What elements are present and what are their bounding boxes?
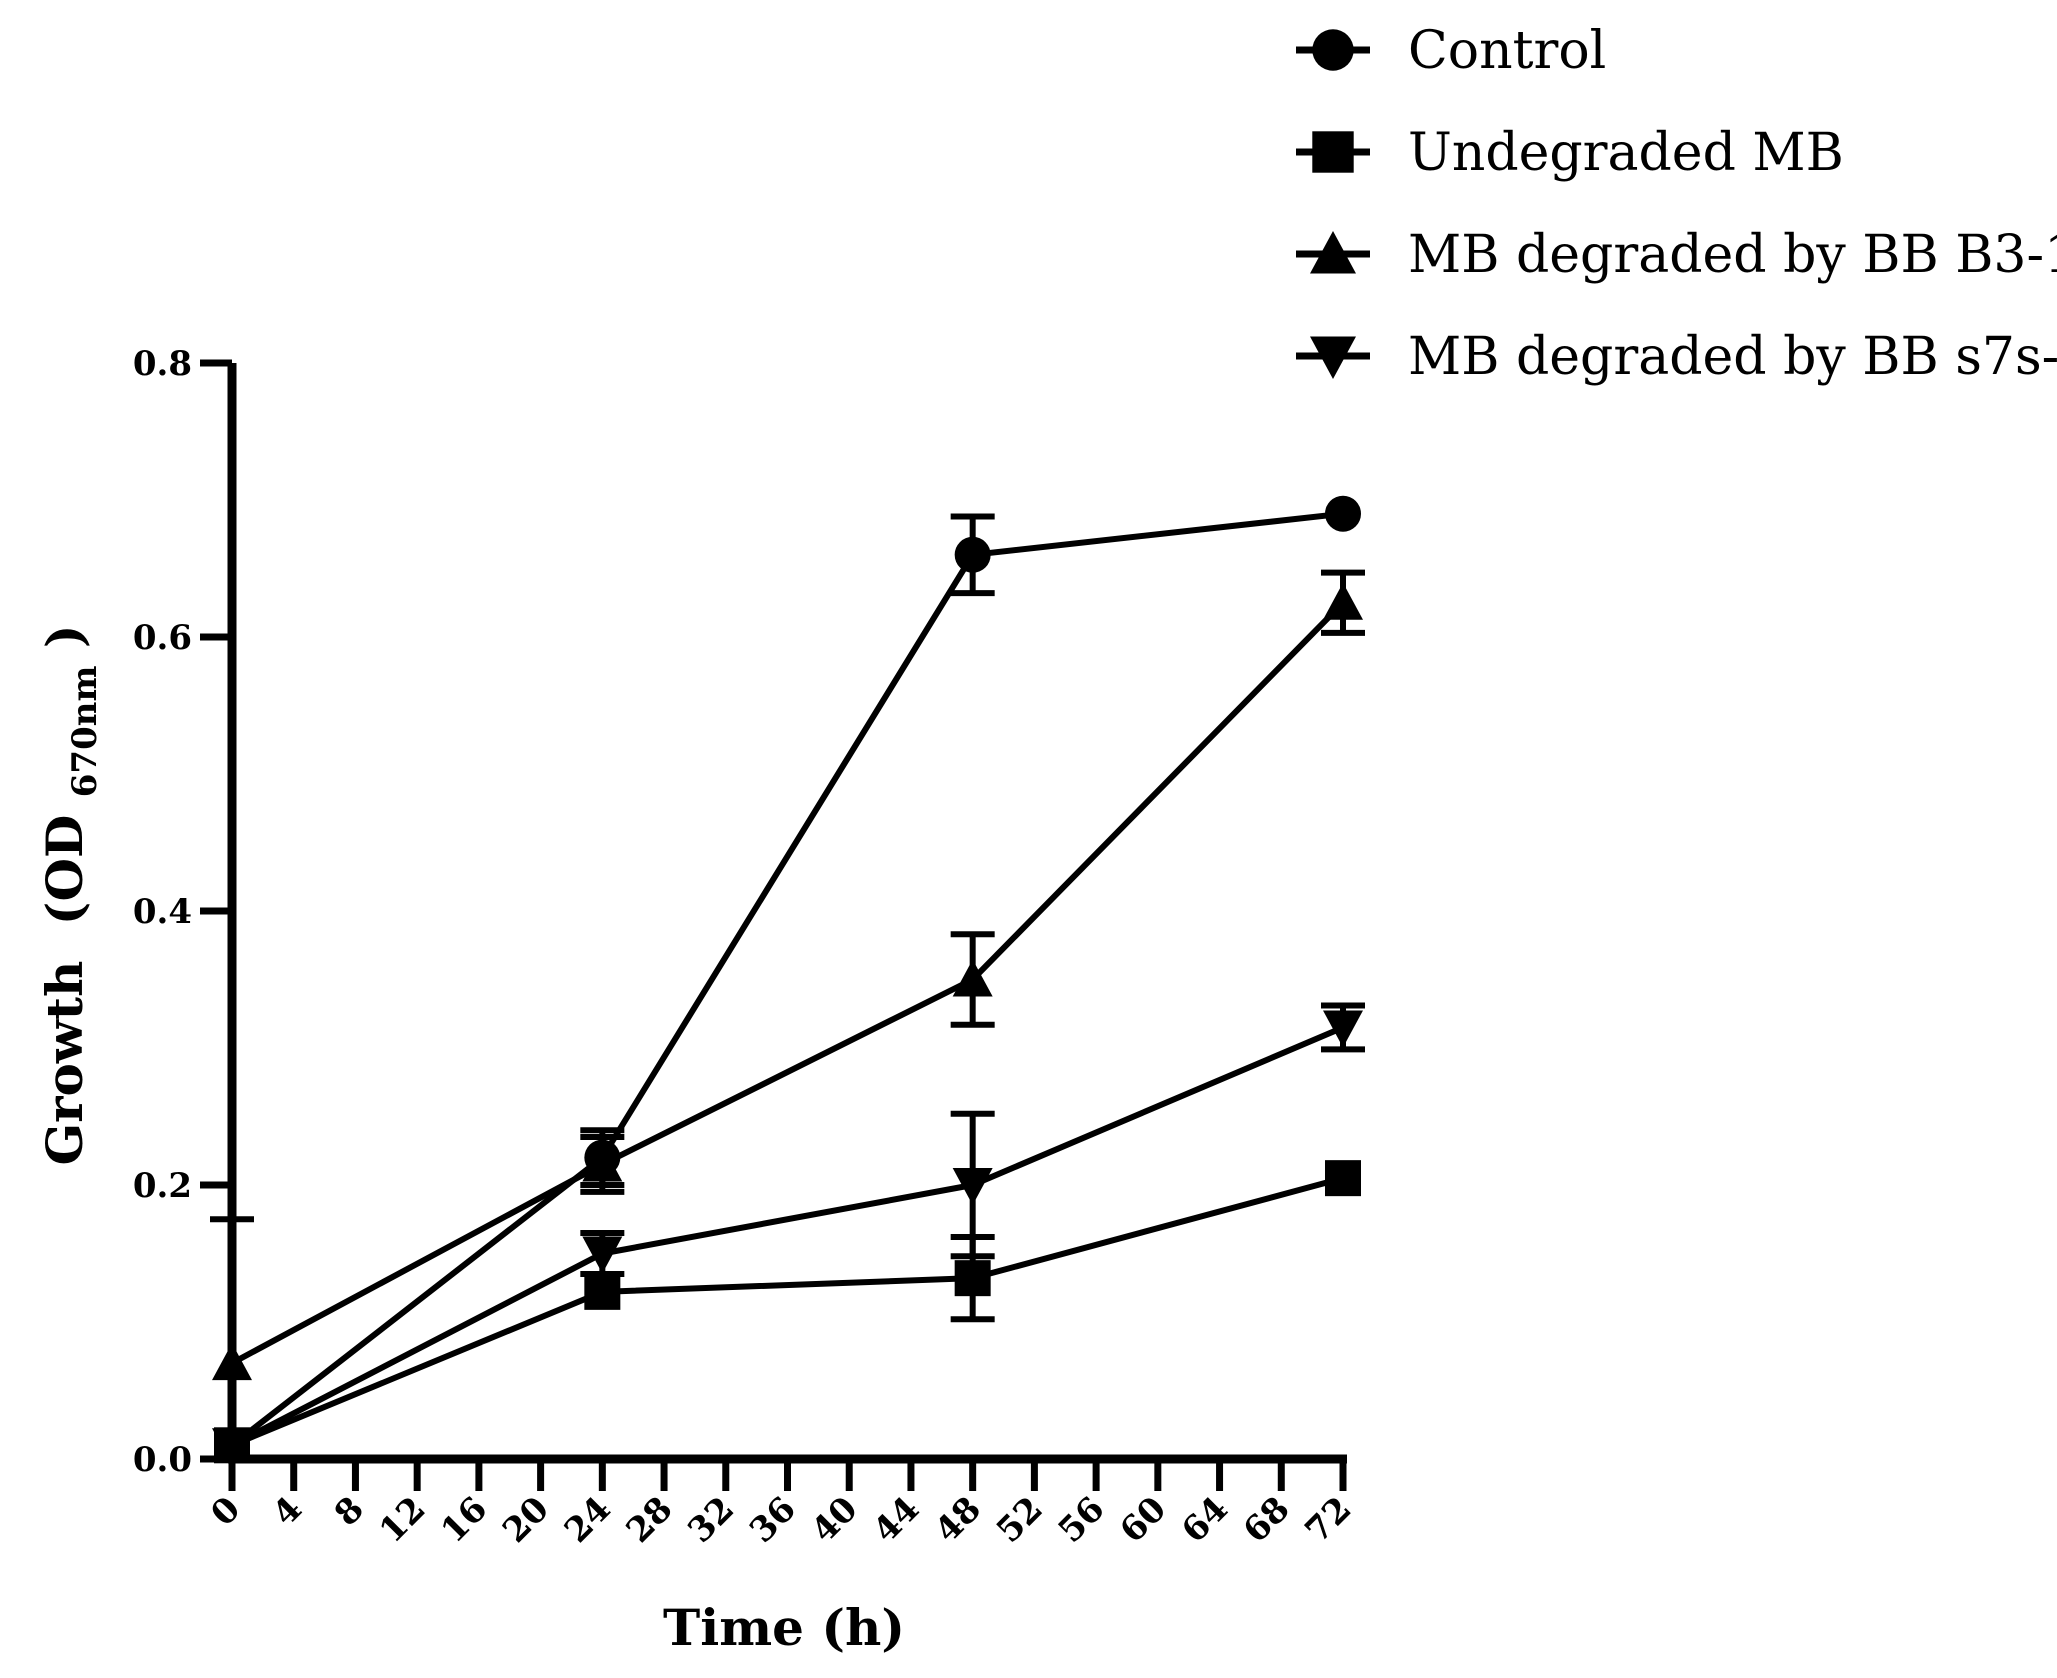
x-tick-label: 20 [495,1489,557,1551]
x-tick-label: 12 [372,1489,434,1551]
data-point-square [954,1260,991,1297]
x-tick-label: 8 [327,1489,372,1534]
y-tick-label: 0.0 [133,1440,192,1480]
x-tick-label: 64 [1174,1489,1236,1551]
data-point-triangle-up [212,1343,252,1381]
x-tick-label: 56 [1051,1489,1113,1551]
y-ticks: 0.0 0.2 0.4 0.6 0.8 [133,344,232,1480]
x-ticks: 0 4 8 12 16 20 24 28 32 36 40 44 48 52 56 60 64 68 72 [203,1459,1359,1551]
data-point-circle [954,536,991,573]
data-point-triangle-up [582,1144,623,1182]
y-axis-title-close: ) [35,624,94,648]
data-point-triangle-up [952,959,993,997]
legend: Control Undegraded MB MB degraded by BB B3… [1296,21,2057,387]
y-tick-label: 0.4 [133,892,192,932]
x-tick-label: 52 [989,1489,1051,1551]
error-bars [210,513,1365,1462]
x-tick-label: 48 [927,1489,989,1551]
y-axis-title-sub: 670nm [65,666,105,798]
legend-label: Undegraded MB [1408,123,1844,183]
y-axis-title-main: Growth [35,961,94,1166]
legend-label: Control [1408,21,1606,81]
series-line [230,1175,1344,1449]
x-tick-label: 0 [203,1489,248,1534]
legend-marker-square [1312,131,1354,173]
data-point-triangle-down [952,1168,993,1205]
series-lines [230,510,1346,1449]
x-tick-label: 44 [866,1489,928,1551]
x-tick-label: 4 [265,1489,310,1534]
series-line [230,510,1344,1448]
x-tick-label: 68 [1236,1489,1298,1551]
data-point-triangle-down [1323,1010,1363,1048]
data-point-square [584,1273,621,1310]
data-point-triangle-up [1323,582,1363,620]
series-line [230,1024,1345,1448]
y-axis-title: Growth (OD 670nm ) [35,624,108,1165]
x-tick-label: 16 [434,1489,496,1551]
legend-label: MB degraded by BB B3-15 [1408,225,2057,285]
x-axis-title: Time (h) [663,1598,905,1657]
y-tick-label: 0.8 [133,344,192,384]
x-tick-label: 28 [619,1489,681,1551]
data-point-triangle-down [582,1236,623,1274]
x-tick-label: 24 [557,1489,619,1551]
legend-marker-triangle-up [1310,231,1356,274]
series-line [230,600,1346,1366]
x-tick-label: 40 [804,1489,866,1551]
data-point-triangle-down [212,1428,252,1466]
data-point-square [1325,1160,1361,1197]
x-tick-label: 32 [680,1489,742,1551]
x-tick-label: 36 [742,1489,804,1551]
legend-marker-circle [1312,29,1354,71]
axes [227,363,1347,1464]
x-tick-label: 60 [1112,1489,1174,1551]
y-axis-title-open: (OD [35,815,94,926]
y-tick-label: 0.2 [133,1166,192,1206]
data-point-circle [1325,495,1361,532]
legend-label: MB degraded by BB s7s-1 [1408,327,2057,387]
markers [212,495,1363,1466]
x-tick-label: 72 [1298,1489,1360,1551]
legend-marker-triangle-down [1310,336,1356,379]
y-tick-label: 0.6 [133,618,192,658]
